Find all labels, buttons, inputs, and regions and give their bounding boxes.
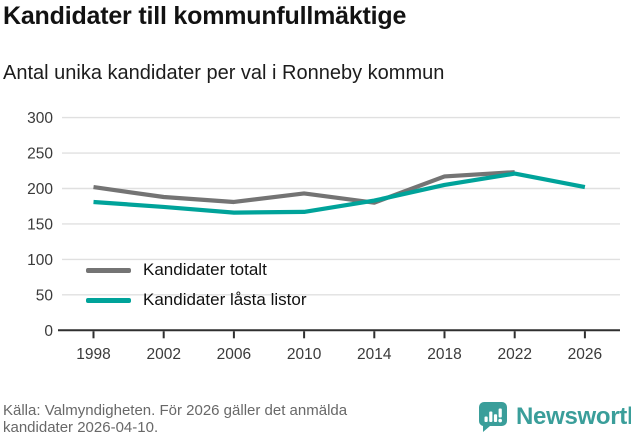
chart-legend: Kandidater totalt Kandidater låsta listo… — [86, 260, 306, 310]
y-tick-label: 150 — [27, 216, 53, 233]
legend-item-lasta-listor: Kandidater låsta listor — [86, 290, 306, 310]
x-tick-label: 2002 — [146, 346, 180, 363]
newsworthy-logo[interactable]: Newsworthy — [477, 400, 631, 433]
x-tick-label: 2022 — [497, 346, 531, 363]
x-tick-label: 2010 — [287, 346, 322, 363]
newsworthy-logo-icon — [479, 402, 507, 432]
x-tick-label: 2006 — [217, 346, 251, 363]
legend-label-totalt: Kandidater totalt — [143, 260, 267, 279]
x-tick-label: 2026 — [568, 346, 602, 363]
y-tick-label: 200 — [27, 181, 53, 198]
legend-label-lasta-listor: Kandidater låsta listor — [143, 290, 307, 309]
y-tick-label: 50 — [36, 287, 54, 304]
y-tick-label: 300 — [27, 110, 53, 127]
x-tick-label: 1998 — [76, 346, 110, 363]
newsworthy-logo-text: Newsworthy — [516, 402, 631, 430]
chart-title: Kandidater till kommunfullmäktige — [3, 2, 407, 30]
legend-item-totalt: Kandidater totalt — [86, 260, 306, 280]
y-tick-label: 0 — [44, 323, 53, 340]
y-tick-label: 100 — [27, 252, 53, 269]
legend-swatch-totalt — [86, 267, 131, 273]
legend-swatch-lasta-listor — [86, 297, 131, 303]
series-line-0 — [93, 170, 515, 205]
y-tick-label: 250 — [27, 146, 53, 163]
chart-plot: 0 50 100 150 200 250 300 1998 2002 2006 2010 2014 20… — [27, 110, 620, 363]
x-tick-label: 2018 — [427, 346, 461, 363]
x-tick-label: 2014 — [357, 346, 392, 363]
source-note: Källa: Valmyndigheten. För 2026 gäller d… — [3, 402, 348, 437]
chart-subtitle: Antal unika kandidater per val i Ronneby… — [3, 62, 445, 84]
series-line-1 — [93, 171, 586, 215]
